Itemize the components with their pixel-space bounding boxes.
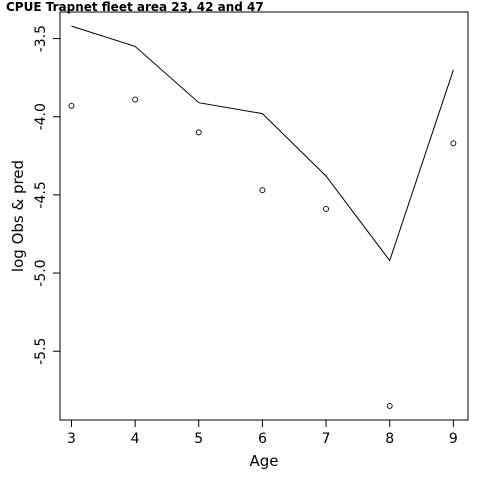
chart-title: CPUE Trapnet fleet area 23, 42 and 47 — [6, 0, 264, 14]
x-axis-label: Age — [249, 452, 278, 470]
observed-point — [195, 129, 202, 136]
x-tick-label: 8 — [385, 431, 394, 447]
x-tick-label: 4 — [131, 431, 140, 447]
y-tick-label: -4.5 — [33, 181, 49, 208]
plot-frame — [59, 11, 469, 421]
x-tick-label: 9 — [449, 431, 458, 447]
observed-point — [450, 140, 457, 147]
y-tick-label: -4.0 — [33, 103, 49, 130]
x-tick-label: 3 — [67, 431, 76, 447]
observed-point — [68, 102, 75, 109]
x-tick-label: 7 — [322, 431, 331, 447]
x-tick-label: 5 — [194, 431, 203, 447]
y-tick-label: -5.0 — [33, 259, 49, 286]
predicted-line — [71, 25, 454, 262]
observed-point — [259, 187, 266, 194]
y-tick-label: -5.5 — [33, 338, 49, 365]
observed-point — [386, 402, 393, 409]
y-axis-label: log Obs & pred — [9, 160, 27, 272]
x-axis: 3 4 5 6 7 8 9 — [67, 419, 458, 447]
y-tick-label: -3.5 — [33, 25, 49, 52]
series-layer — [68, 25, 457, 409]
observed-point — [323, 206, 330, 212]
y-axis: -3.5 -4.0 -4.5 -5.0 -5.5 — [33, 25, 61, 365]
observed-point — [132, 96, 139, 103]
x-tick-label: 6 — [258, 431, 267, 447]
